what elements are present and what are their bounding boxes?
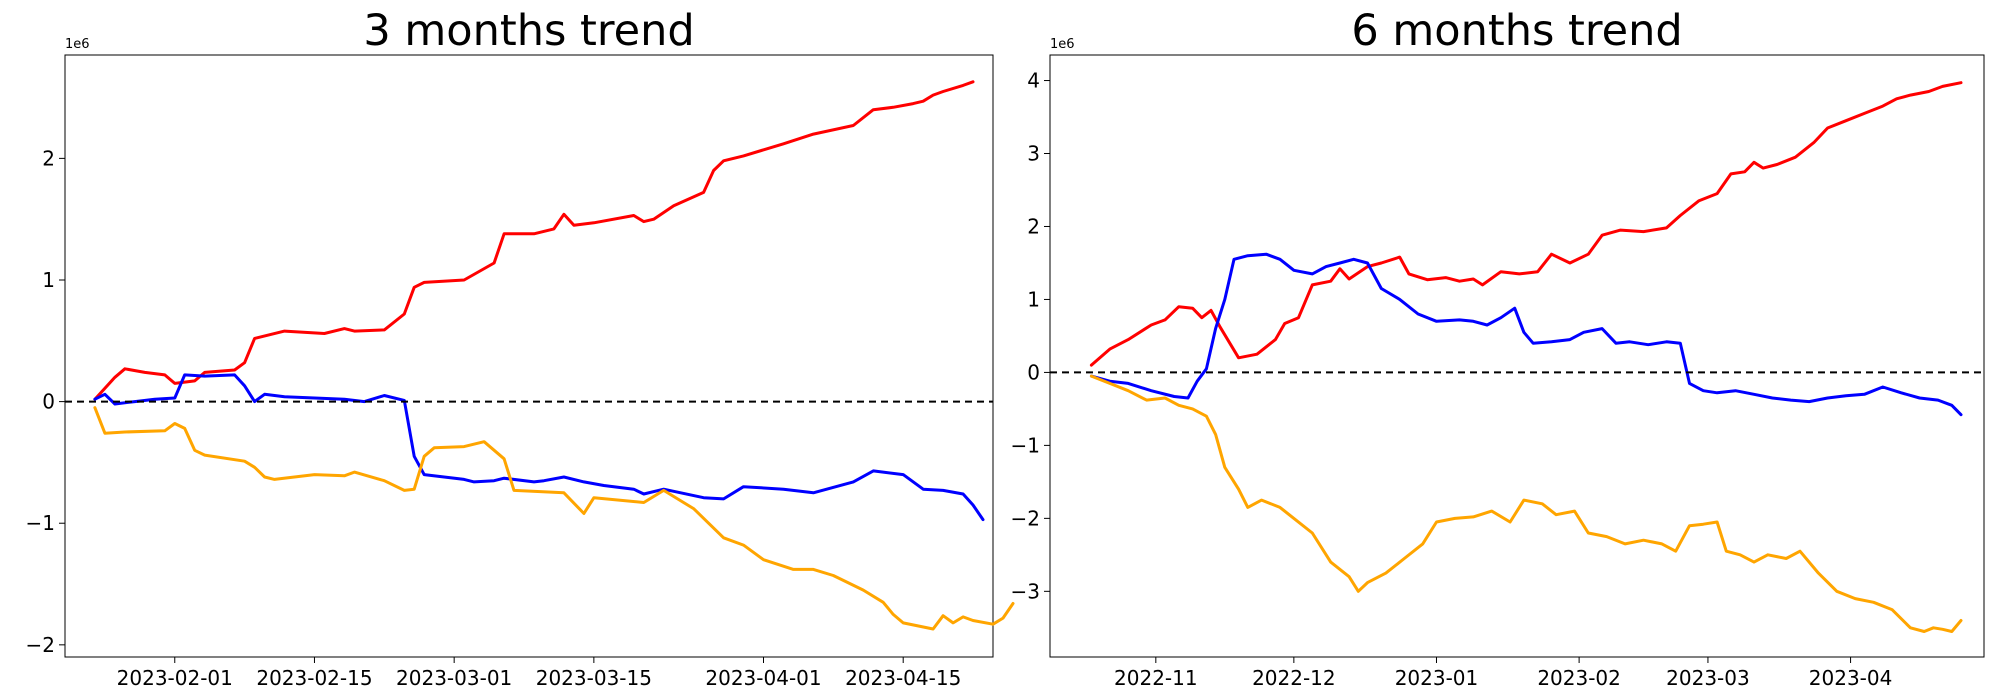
x-tick-label: 2023-03 xyxy=(1666,666,1750,690)
series-line-2 xyxy=(93,373,985,522)
x-tick-label: 2023-04-15 xyxy=(845,666,961,690)
x-tick-label: 2023-01 xyxy=(1395,666,1479,690)
y-tick-label: 3 xyxy=(1027,142,1040,166)
y-tick-label: 4 xyxy=(1027,69,1040,93)
chart-panel-2: 6 months trend 1e6 −3 −2 −1 0 1 2 3 4 2022-11 2022-… xyxy=(1011,6,1985,690)
plot-area-frame xyxy=(1049,54,1985,658)
series-line-2 xyxy=(1089,252,1963,417)
y-axis-offset-label: 1e6 xyxy=(65,37,90,52)
x-tick-label: 2023-02-15 xyxy=(256,666,372,690)
y-tick-label: −3 xyxy=(1011,579,1040,603)
y-tick-label: −2 xyxy=(26,633,55,657)
y-tick-label: −1 xyxy=(1011,433,1040,457)
y-tick-label: 2 xyxy=(42,146,55,170)
x-tick-label: 2023-04-01 xyxy=(705,666,821,690)
chart-title: 3 months trend xyxy=(363,6,694,56)
x-tick-label: 2023-04 xyxy=(1809,666,1893,690)
chart-title: 6 months trend xyxy=(1351,6,1682,56)
y-tick-label: 0 xyxy=(42,390,55,414)
y-tick-label: 1 xyxy=(1027,287,1040,311)
x-tick-label: 2023-03-15 xyxy=(536,666,652,690)
x-tick-label: 2022-12 xyxy=(1252,666,1336,690)
series-line-1 xyxy=(93,80,975,401)
series-line-3 xyxy=(1089,374,1963,633)
y-tick-label: 1 xyxy=(42,268,55,292)
y-tick-label: −1 xyxy=(26,511,55,535)
y-tick-label: 2 xyxy=(1027,214,1040,238)
x-tick-label: 2023-02 xyxy=(1537,666,1621,690)
x-tick-label: 2022-11 xyxy=(1114,666,1198,690)
y-axis-offset-label: 1e6 xyxy=(1050,37,1075,52)
x-tick-label: 2023-03-01 xyxy=(396,666,512,690)
plot-area-frame xyxy=(64,54,994,658)
series-line-1 xyxy=(1089,81,1963,367)
series-line-3 xyxy=(93,406,1015,631)
y-tick-label: −2 xyxy=(1011,506,1040,530)
x-tick-label: 2023-02-01 xyxy=(117,666,233,690)
y-tick-label: 0 xyxy=(1027,360,1040,384)
chart-panel-1: 3 months trend 1e6 −2 −1 0 1 2 2023-02-01 2023-0… xyxy=(26,6,1015,690)
